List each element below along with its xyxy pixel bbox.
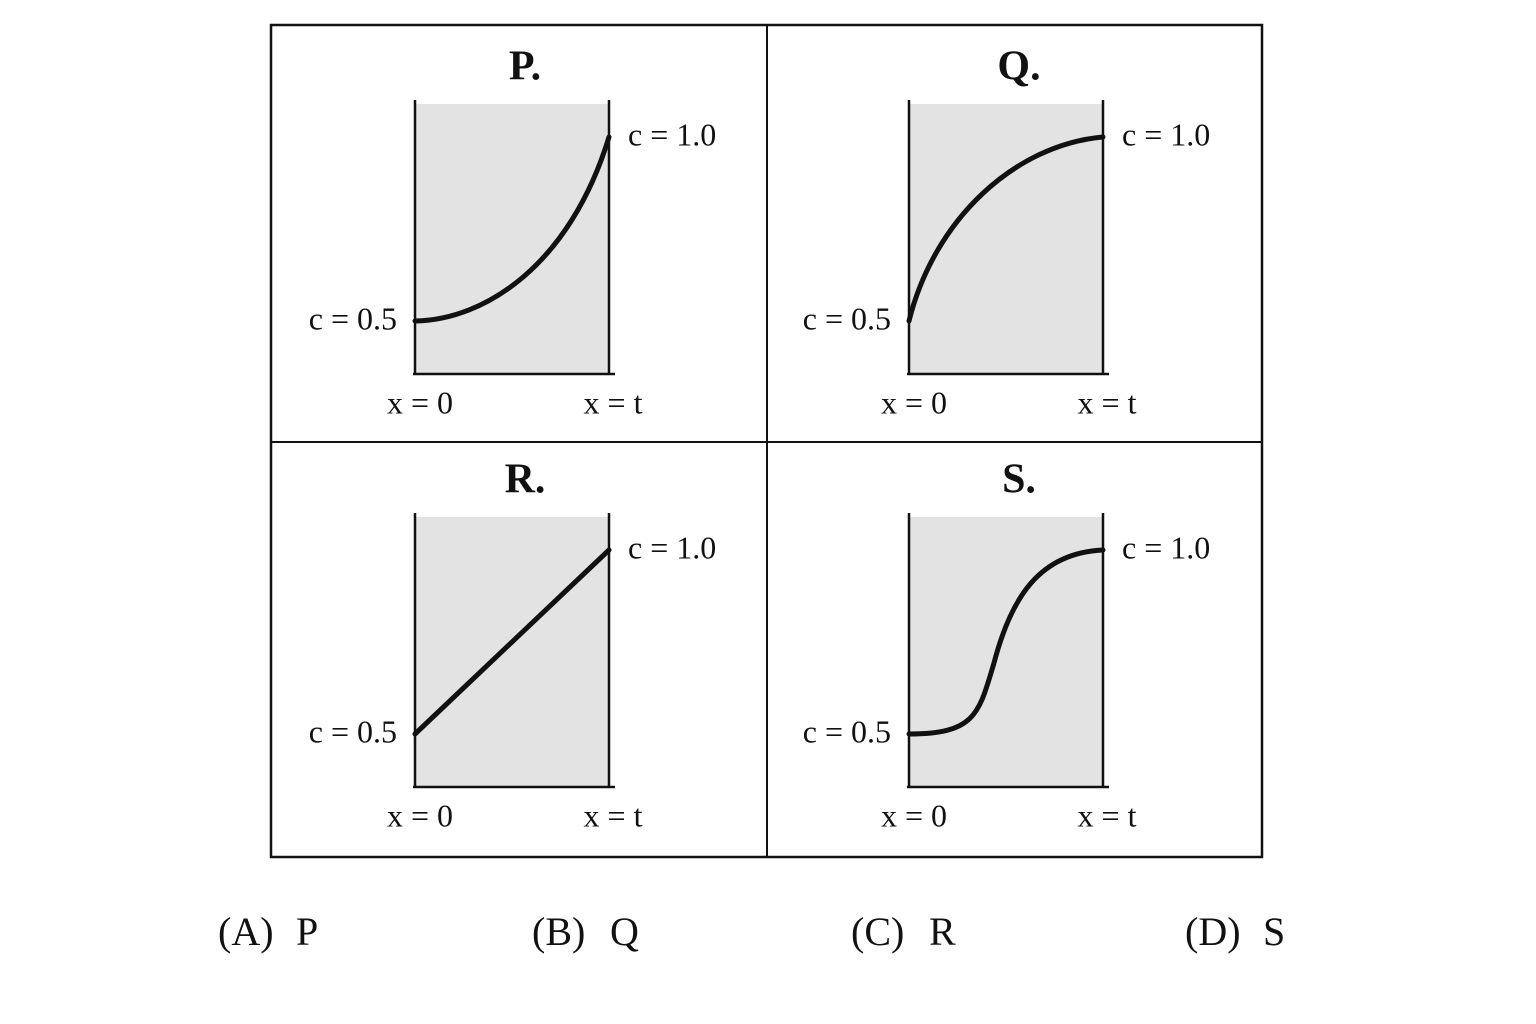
shaded-region <box>415 104 609 374</box>
options: (A) P (B) Q (C) R (D) S <box>218 909 1285 954</box>
option-text: P <box>296 909 318 954</box>
panel-title: P. <box>509 44 541 90</box>
option-letter: (D) <box>1185 909 1241 954</box>
low-label: c = 0.5 <box>309 300 397 336</box>
low-label: c = 0.5 <box>803 300 891 336</box>
panel-title: S. <box>1002 457 1036 503</box>
high-label: c = 1.0 <box>628 116 716 152</box>
option[interactable]: (B) Q <box>532 909 639 954</box>
low-label: c = 0.5 <box>803 713 891 749</box>
option-letter: (A) <box>218 909 274 954</box>
x-end-label: x = t <box>584 797 643 833</box>
x-start-label: x = 0 <box>881 797 947 833</box>
panel: R. c = 1.0 c = 0.5 x = 0 x = t <box>309 457 717 834</box>
shaded-region <box>415 517 609 787</box>
panel-title: Q. <box>997 44 1040 90</box>
high-label: c = 1.0 <box>1122 116 1210 152</box>
panel: Q. c = 1.0 c = 0.5 x = 0 x = t <box>803 44 1211 421</box>
high-label: c = 1.0 <box>1122 529 1210 565</box>
curve <box>906 134 1106 324</box>
option-text: Q <box>610 909 639 954</box>
panel: S. c = 1.0 c = 0.5 x = 0 x = t <box>803 457 1211 834</box>
x-start-label: x = 0 <box>387 797 453 833</box>
curve <box>412 134 612 324</box>
x-end-label: x = t <box>1078 797 1137 833</box>
x-end-label: x = t <box>1078 384 1137 420</box>
high-label: c = 1.0 <box>628 529 716 565</box>
option[interactable]: (A) P <box>218 909 318 954</box>
option-letter: (B) <box>532 909 585 954</box>
option[interactable]: (D) S <box>1185 909 1285 954</box>
option[interactable]: (C) R <box>851 909 956 954</box>
option-letter: (C) <box>851 909 904 954</box>
panel: P. c = 1.0 c = 0.5 x = 0 x = t <box>309 44 717 421</box>
panels: P. c = 1.0 c = 0.5 x = 0 x = t Q. c = 1.0 c = 0… <box>309 44 1211 834</box>
x-end-label: x = t <box>584 384 643 420</box>
curve <box>412 547 612 737</box>
shaded-region <box>909 517 1103 787</box>
x-start-label: x = 0 <box>881 384 947 420</box>
low-label: c = 0.5 <box>309 713 397 749</box>
curve <box>906 547 1106 737</box>
option-text: R <box>929 909 956 954</box>
panel-title: R. <box>505 457 546 503</box>
shaded-region <box>909 104 1103 374</box>
option-text: S <box>1263 909 1285 954</box>
x-start-label: x = 0 <box>387 384 453 420</box>
